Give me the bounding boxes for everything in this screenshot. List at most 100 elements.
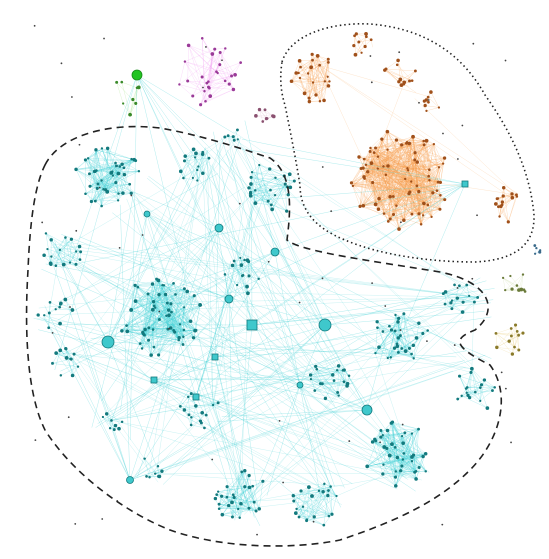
node <box>438 207 442 211</box>
edge <box>410 463 415 473</box>
node <box>396 350 400 354</box>
edge <box>499 197 513 217</box>
edge <box>407 170 424 204</box>
edge <box>481 384 495 388</box>
node <box>332 379 336 382</box>
edge <box>384 446 396 472</box>
edge <box>451 298 458 309</box>
node <box>365 464 370 469</box>
edge <box>188 45 236 75</box>
edge <box>362 168 380 199</box>
edge <box>187 45 189 82</box>
edge <box>352 143 435 187</box>
edge <box>471 368 493 391</box>
node <box>120 162 124 166</box>
edge <box>393 193 409 197</box>
edge <box>183 295 195 331</box>
edge <box>293 500 315 518</box>
edge <box>418 182 441 192</box>
node <box>178 323 182 326</box>
edge <box>392 422 396 448</box>
edge <box>428 97 440 108</box>
edge <box>390 163 444 197</box>
edge <box>384 430 388 448</box>
edge <box>387 165 410 193</box>
node <box>400 435 404 438</box>
node <box>421 454 425 459</box>
node <box>393 445 397 449</box>
edge <box>412 136 424 142</box>
edge <box>129 87 139 115</box>
edge <box>248 498 328 509</box>
edge <box>374 439 404 444</box>
edge <box>370 147 376 205</box>
edge <box>414 98 517 195</box>
edge <box>129 103 136 115</box>
edge <box>418 144 425 214</box>
node <box>458 284 461 288</box>
edge <box>387 165 433 194</box>
node <box>498 215 501 218</box>
edge <box>129 74 138 441</box>
edge <box>107 157 189 343</box>
node <box>376 155 380 158</box>
edge <box>382 473 396 486</box>
node <box>266 199 270 203</box>
hub-node <box>143 210 151 218</box>
node <box>422 143 426 147</box>
edge <box>413 454 420 468</box>
node <box>443 290 448 294</box>
edge <box>367 171 391 220</box>
edge <box>216 494 229 506</box>
node <box>203 426 206 430</box>
edge <box>244 475 250 487</box>
node <box>456 287 459 289</box>
edge <box>146 213 492 359</box>
edge <box>293 483 325 502</box>
node <box>227 82 231 86</box>
node <box>424 138 429 143</box>
node <box>133 283 137 288</box>
edge <box>390 348 402 358</box>
edge <box>208 48 226 88</box>
edge <box>202 154 241 516</box>
edge <box>299 60 317 96</box>
node <box>396 58 400 63</box>
node <box>223 79 227 83</box>
node <box>253 201 258 206</box>
edge <box>310 67 321 102</box>
edge <box>153 301 201 306</box>
edge <box>49 249 61 311</box>
edge <box>367 168 378 172</box>
edge <box>378 161 418 210</box>
edge <box>121 303 172 332</box>
edge <box>331 495 337 515</box>
edge <box>418 190 438 192</box>
node <box>122 166 126 170</box>
edge <box>228 298 258 490</box>
edge <box>95 149 130 185</box>
edge <box>202 71 217 78</box>
node <box>191 176 194 180</box>
node <box>368 149 372 153</box>
edge <box>422 167 440 216</box>
edge <box>503 187 509 222</box>
edge <box>122 158 132 165</box>
edge <box>370 147 420 214</box>
node <box>411 343 416 348</box>
node <box>400 143 404 147</box>
edge <box>104 416 337 497</box>
hub-node <box>150 376 158 384</box>
edge <box>505 285 517 291</box>
edge <box>275 177 286 185</box>
edge <box>140 340 149 344</box>
edge <box>417 162 424 204</box>
edge <box>44 305 131 481</box>
edge <box>385 149 388 175</box>
node <box>342 368 346 372</box>
edge <box>240 472 415 504</box>
edge <box>188 45 230 85</box>
node <box>64 356 69 360</box>
edge <box>107 341 457 358</box>
node <box>215 493 219 496</box>
